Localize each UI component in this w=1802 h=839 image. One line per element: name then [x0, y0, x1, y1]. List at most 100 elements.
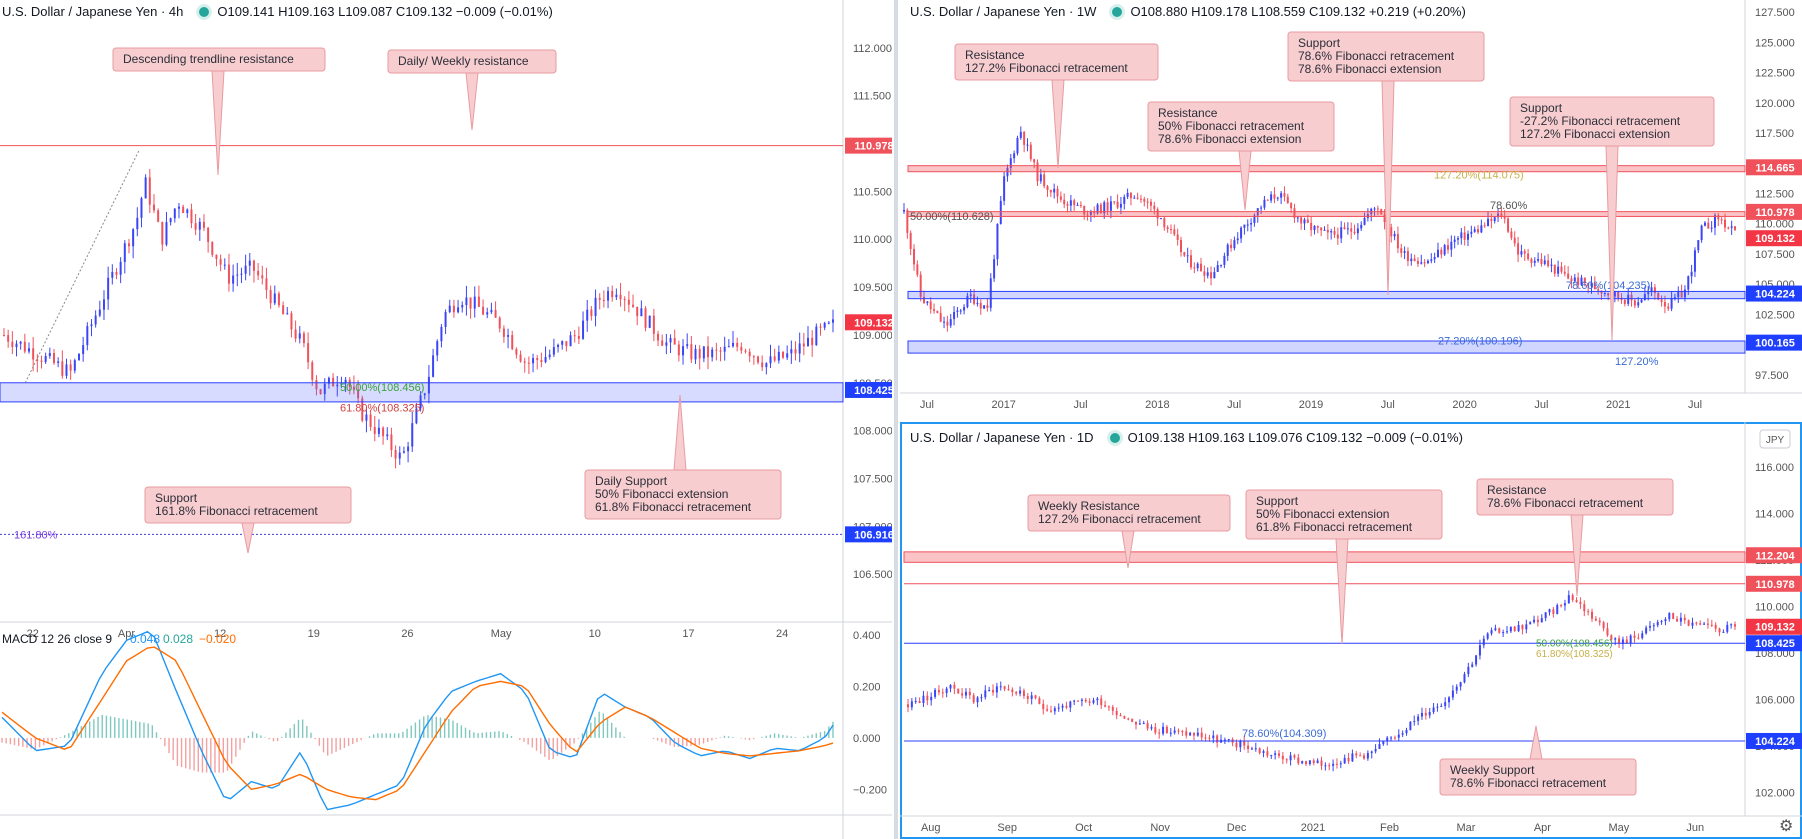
- candle-body: [348, 379, 351, 387]
- candle-body: [1220, 264, 1223, 266]
- candle-body: [1567, 595, 1570, 604]
- candle-body: [715, 349, 718, 351]
- candle-body: [1301, 761, 1304, 764]
- candle-body: [102, 299, 105, 310]
- candle-body: [1262, 751, 1265, 753]
- candle-body: [1274, 753, 1277, 756]
- macd-hist-value: 0.028: [163, 632, 193, 646]
- candle-body: [519, 354, 522, 362]
- candle-body: [1333, 231, 1336, 235]
- candle-body: [1556, 605, 1559, 614]
- candle-body: [1734, 226, 1736, 230]
- candle-body: [1127, 718, 1130, 720]
- candle-body: [1185, 731, 1188, 736]
- pane-divider[interactable]: [894, 0, 898, 839]
- candle-body: [782, 351, 785, 358]
- chart-pane-4h[interactable]: U.S. Dollar / Japanese Yen · 4h O109.141 …: [0, 0, 892, 839]
- candle-body: [1406, 251, 1409, 262]
- candle-body: [69, 364, 72, 371]
- candle-body: [1393, 737, 1396, 739]
- candle-body: [1672, 613, 1675, 619]
- candle-body: [999, 200, 1002, 224]
- candle-body: [1113, 201, 1116, 203]
- candle-body: [1208, 737, 1211, 739]
- time-tick-label: Feb: [1380, 822, 1399, 834]
- candle-body: [786, 353, 789, 358]
- candle-body: [1393, 233, 1396, 237]
- candle-body: [1192, 732, 1195, 736]
- time-tick-label: 2021: [1301, 822, 1325, 834]
- chart-pane-1d[interactable]: U.S. Dollar / Japanese Yen · 1D O109.138 …: [900, 422, 1802, 839]
- candle-body: [1162, 726, 1165, 734]
- time-tick-label: Aug: [921, 822, 941, 834]
- callout-support-50-text: Support: [1256, 494, 1299, 508]
- candle-body: [1483, 225, 1486, 227]
- market-open-icon: [199, 7, 210, 17]
- candle-body: [1086, 214, 1089, 216]
- chart-1d-canvas[interactable]: 116.000114.000112.000110.000108.000106.0…: [900, 422, 1802, 839]
- candle-body: [1710, 227, 1713, 229]
- price-tick-label: 111.500: [853, 91, 891, 103]
- candle-body: [1463, 232, 1466, 240]
- candle-body: [1413, 258, 1416, 262]
- candle-body: [1193, 267, 1196, 269]
- candle-body: [1153, 205, 1156, 210]
- candle-body: [98, 309, 101, 316]
- candle-body: [968, 691, 971, 696]
- candle-body: [277, 293, 280, 306]
- price-tick-label: 97.500: [1755, 370, 1789, 382]
- candle-body: [1413, 720, 1416, 722]
- price-tag-112-204-bg: [1746, 547, 1802, 564]
- candle-body: [1297, 757, 1300, 764]
- candle-body: [282, 305, 285, 315]
- candle-body: [973, 294, 976, 304]
- candle-body: [586, 309, 589, 321]
- candle-body: [1640, 299, 1643, 303]
- candle-body: [1718, 628, 1721, 633]
- candle-body: [1446, 245, 1449, 250]
- chart-pane-1w[interactable]: U.S. Dollar / Japanese Yen · 1W O108.880 …: [900, 0, 1802, 418]
- candle-body: [27, 348, 30, 352]
- candle-body: [1587, 611, 1590, 613]
- candle-body: [1303, 219, 1306, 224]
- candle-body: [1410, 258, 1413, 262]
- candle-body: [261, 275, 264, 279]
- candle-body: [1180, 239, 1182, 253]
- candle-body: [1475, 655, 1478, 665]
- chart-4h-canvas[interactable]: 112.000111.500111.000110.500110.000109.5…: [0, 0, 892, 839]
- candle-body: [327, 377, 330, 384]
- callout-weekly-resistance-text: 127.2% Fibonacci retracement: [1038, 512, 1201, 526]
- candle-body: [673, 338, 676, 345]
- candle-body: [832, 319, 834, 323]
- callout-resistance-786-text: Resistance: [1487, 483, 1547, 497]
- candle-body: [1123, 196, 1126, 204]
- candle-body: [934, 689, 937, 697]
- candle-body: [1107, 706, 1110, 708]
- candle-body: [432, 355, 435, 377]
- candle-body: [1570, 278, 1573, 282]
- price-tick-label: 109.000: [853, 330, 892, 342]
- candle-body: [1096, 698, 1099, 701]
- candle-body: [1106, 202, 1109, 211]
- candle-body: [1567, 273, 1570, 279]
- candle-body: [1223, 255, 1226, 265]
- candle-body: [1149, 201, 1152, 206]
- fib-label: 127.20%(114.075): [1434, 169, 1524, 181]
- price-tick-label: 102.500: [1755, 309, 1795, 321]
- candle-body: [1436, 249, 1439, 258]
- candle-body: [1637, 637, 1640, 639]
- time-tick-label: Jul: [1381, 399, 1395, 411]
- candle-body: [798, 343, 801, 354]
- chart-1w-canvas[interactable]: 127.500125.000122.500120.000117.500115.0…: [900, 0, 1802, 418]
- candle-body: [1290, 203, 1293, 209]
- settings-gear-icon[interactable]: ⚙: [1779, 818, 1794, 835]
- candle-body: [594, 297, 597, 316]
- candle-body: [757, 356, 760, 363]
- candle-body: [1166, 227, 1169, 230]
- candle-body: [1693, 250, 1696, 272]
- candle-body: [90, 324, 93, 327]
- candle-body: [1477, 229, 1480, 233]
- candle-body: [644, 308, 647, 328]
- candle-body: [1146, 201, 1149, 203]
- candle-body: [1706, 623, 1709, 625]
